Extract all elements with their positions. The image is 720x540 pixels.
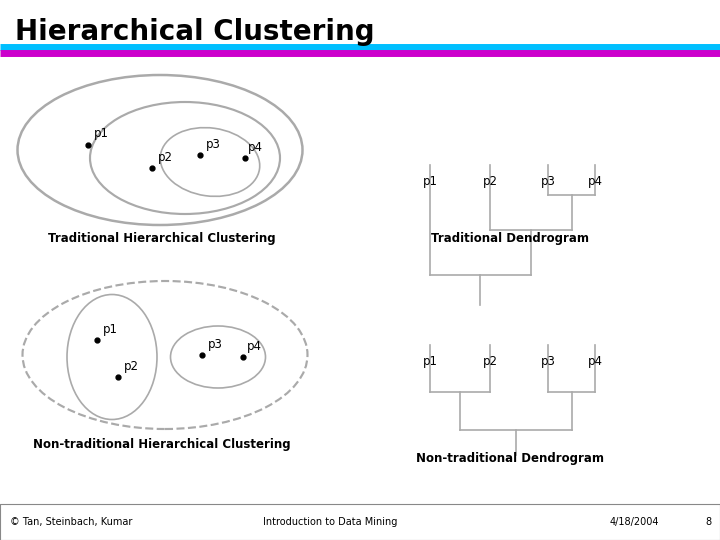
Text: p1: p1: [94, 127, 109, 140]
Text: p3: p3: [208, 338, 223, 351]
Text: p1: p1: [423, 355, 438, 368]
Text: p1: p1: [103, 323, 118, 336]
Text: p2: p2: [158, 151, 173, 164]
Text: p2: p2: [482, 355, 498, 368]
Text: p4: p4: [588, 175, 603, 188]
Text: p1: p1: [423, 175, 438, 188]
Text: p3: p3: [541, 175, 555, 188]
Text: p2: p2: [124, 360, 139, 373]
Text: Hierarchical Clustering: Hierarchical Clustering: [15, 18, 374, 46]
Text: Traditional Hierarchical Clustering: Traditional Hierarchical Clustering: [48, 232, 276, 245]
Text: 8: 8: [705, 517, 711, 527]
Text: p4: p4: [247, 340, 262, 353]
Text: © Tan, Steinbach, Kumar: © Tan, Steinbach, Kumar: [10, 517, 132, 527]
Text: 4/18/2004: 4/18/2004: [610, 517, 660, 527]
Text: p3: p3: [206, 138, 221, 151]
Text: p4: p4: [248, 141, 263, 154]
Text: Traditional Dendrogram: Traditional Dendrogram: [431, 232, 589, 245]
Text: p4: p4: [588, 355, 603, 368]
Text: Non-traditional Hierarchical Clustering: Non-traditional Hierarchical Clustering: [33, 438, 291, 451]
Text: p3: p3: [541, 355, 555, 368]
Text: p2: p2: [482, 175, 498, 188]
Text: Non-traditional Dendrogram: Non-traditional Dendrogram: [416, 452, 604, 465]
Text: Introduction to Data Mining: Introduction to Data Mining: [263, 517, 397, 527]
